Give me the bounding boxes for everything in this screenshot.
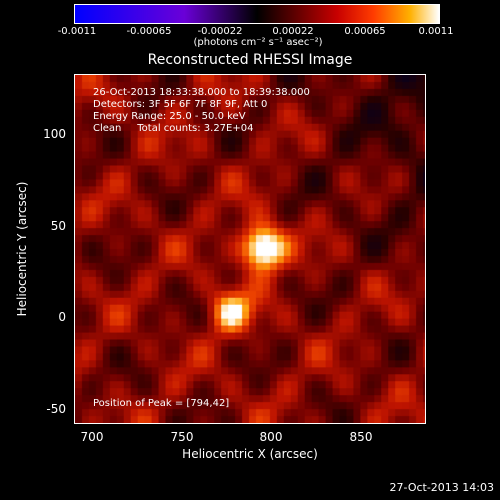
- colorbar-tick: 0.00022: [272, 26, 314, 37]
- y-tick-label: 50: [50, 219, 66, 233]
- x-tick-label: 850: [349, 430, 373, 444]
- heatmap-image: [75, 75, 425, 423]
- colorbar-tick: -0.00065: [126, 26, 172, 37]
- plot-area: 26-Oct-2013 18:33:38.000 to 18:39:38.000…: [74, 74, 426, 424]
- timestamp: 27-Oct-2013 14:03: [389, 481, 494, 494]
- info-clean: Clean Total counts: 3.27E+04: [93, 123, 254, 134]
- y-tick-label: 0: [58, 310, 66, 324]
- y-axis-label: Heliocentric Y (arcsec): [15, 181, 29, 317]
- colorbar-tick: -0.00022: [197, 26, 243, 37]
- y-tick-label: 100: [43, 127, 66, 141]
- colorbar-unit: (photons cm⁻² s⁻¹ asec⁻²): [193, 37, 323, 48]
- info-detectors: Detectors: 3F 5F 6F 7F 8F 9F, Att 0: [93, 99, 268, 110]
- chart-title: Reconstructed RHESSI Image: [147, 52, 353, 68]
- x-axis-label: Heliocentric X (arcsec): [182, 447, 318, 461]
- x-tick-label: 750: [170, 430, 194, 444]
- colorbar-tick: -0.0011: [57, 26, 97, 37]
- y-tick-label: -50: [46, 402, 66, 416]
- colorbar: [74, 4, 440, 24]
- x-tick-label: 800: [259, 430, 283, 444]
- x-tick-label: 700: [80, 430, 104, 444]
- peak-position: Position of Peak = [794,42]: [93, 398, 230, 409]
- info-energy: Energy Range: 25.0 - 50.0 keV: [93, 111, 246, 122]
- colorbar-tick: 0.00065: [344, 26, 386, 37]
- colorbar-tick: 0.0011: [418, 26, 454, 37]
- info-time: 26-Oct-2013 18:33:38.000 to 18:39:38.000: [93, 87, 310, 98]
